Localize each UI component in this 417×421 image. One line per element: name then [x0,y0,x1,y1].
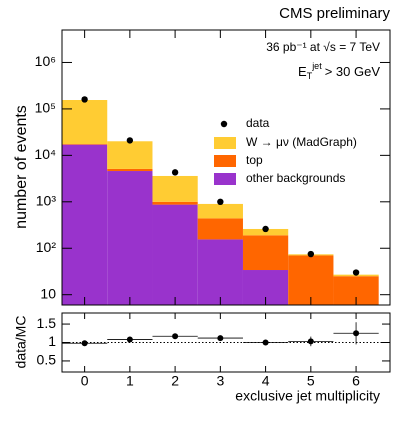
bar-segment [62,100,108,145]
bar-segment [288,255,334,305]
ratio-point [307,338,314,345]
x-tick-label: 2 [171,373,179,389]
data-point [81,96,88,103]
energy-symbol: E [298,64,307,79]
bar-segment [197,203,243,219]
legend-label: W → μν (MadGraph) [246,135,357,149]
bar-segment [107,141,153,169]
y-tick-label: 1.5 [37,315,57,331]
legend-label: top [246,153,263,167]
y-tick-label: 1 [48,333,56,349]
chart-title: CMS preliminary [279,5,390,22]
energy-cut: ETjet > 30 GeV [298,61,380,81]
bar-segment [242,235,289,271]
x-tick-label: 3 [216,373,224,389]
ratio-axis-label: data/MC [13,316,29,369]
x-axis-label: exclusive jet multiplicity [235,388,380,404]
data-point [126,137,134,144]
annotation: 36 pb⁻¹ at √s = 7 TeV [266,40,380,54]
bar-segment [152,204,198,305]
bar-segment [197,239,243,305]
data-point [217,198,224,206]
y-tick-label: 10² [36,239,57,255]
bar-segment [62,144,108,145]
bar-segment [152,201,198,205]
bar-segment [107,168,153,172]
legend-marker [220,120,228,128]
data-point [171,169,179,176]
bar-segment [152,175,198,202]
legend-label: data [246,116,270,130]
x-tick-label: 5 [307,373,315,389]
bar-segment [107,171,153,305]
bar-segment [62,144,108,305]
x-tick-label: 0 [81,373,89,389]
data-point [307,250,315,258]
x-tick-label: 6 [352,373,360,389]
ratio-point [262,339,269,346]
ratio-point [217,335,224,342]
ratio-point [353,330,360,337]
ratio-point [172,333,179,340]
y-tick-label: 10 [40,285,56,301]
ratio-point [81,340,88,347]
legend-label: other backgrounds [246,171,345,185]
y-tick-label: 10⁶ [35,53,56,69]
y-tick-label: 10⁵ [35,100,56,116]
y-axis-label: number of events [13,105,30,229]
legend-swatch [214,137,236,149]
y-tick-label: 10³ [36,193,57,209]
x-tick-label: 1 [126,373,134,389]
y-tick-label: 10⁴ [34,146,56,162]
energy-sup: jet [311,61,322,71]
data-point [262,225,269,233]
energy-sub: T [307,71,313,81]
ratio-point [126,336,133,343]
energy-text: > 30 GeV [325,64,381,79]
y-tick-label: 0.5 [37,352,57,368]
bar-segment [197,218,243,240]
data-point [352,269,360,276]
plot-frame [61,29,391,306]
legend-swatch [214,173,236,185]
x-tick-label: 4 [262,373,270,389]
plot-frame [61,312,391,373]
legend-swatch [214,155,236,167]
